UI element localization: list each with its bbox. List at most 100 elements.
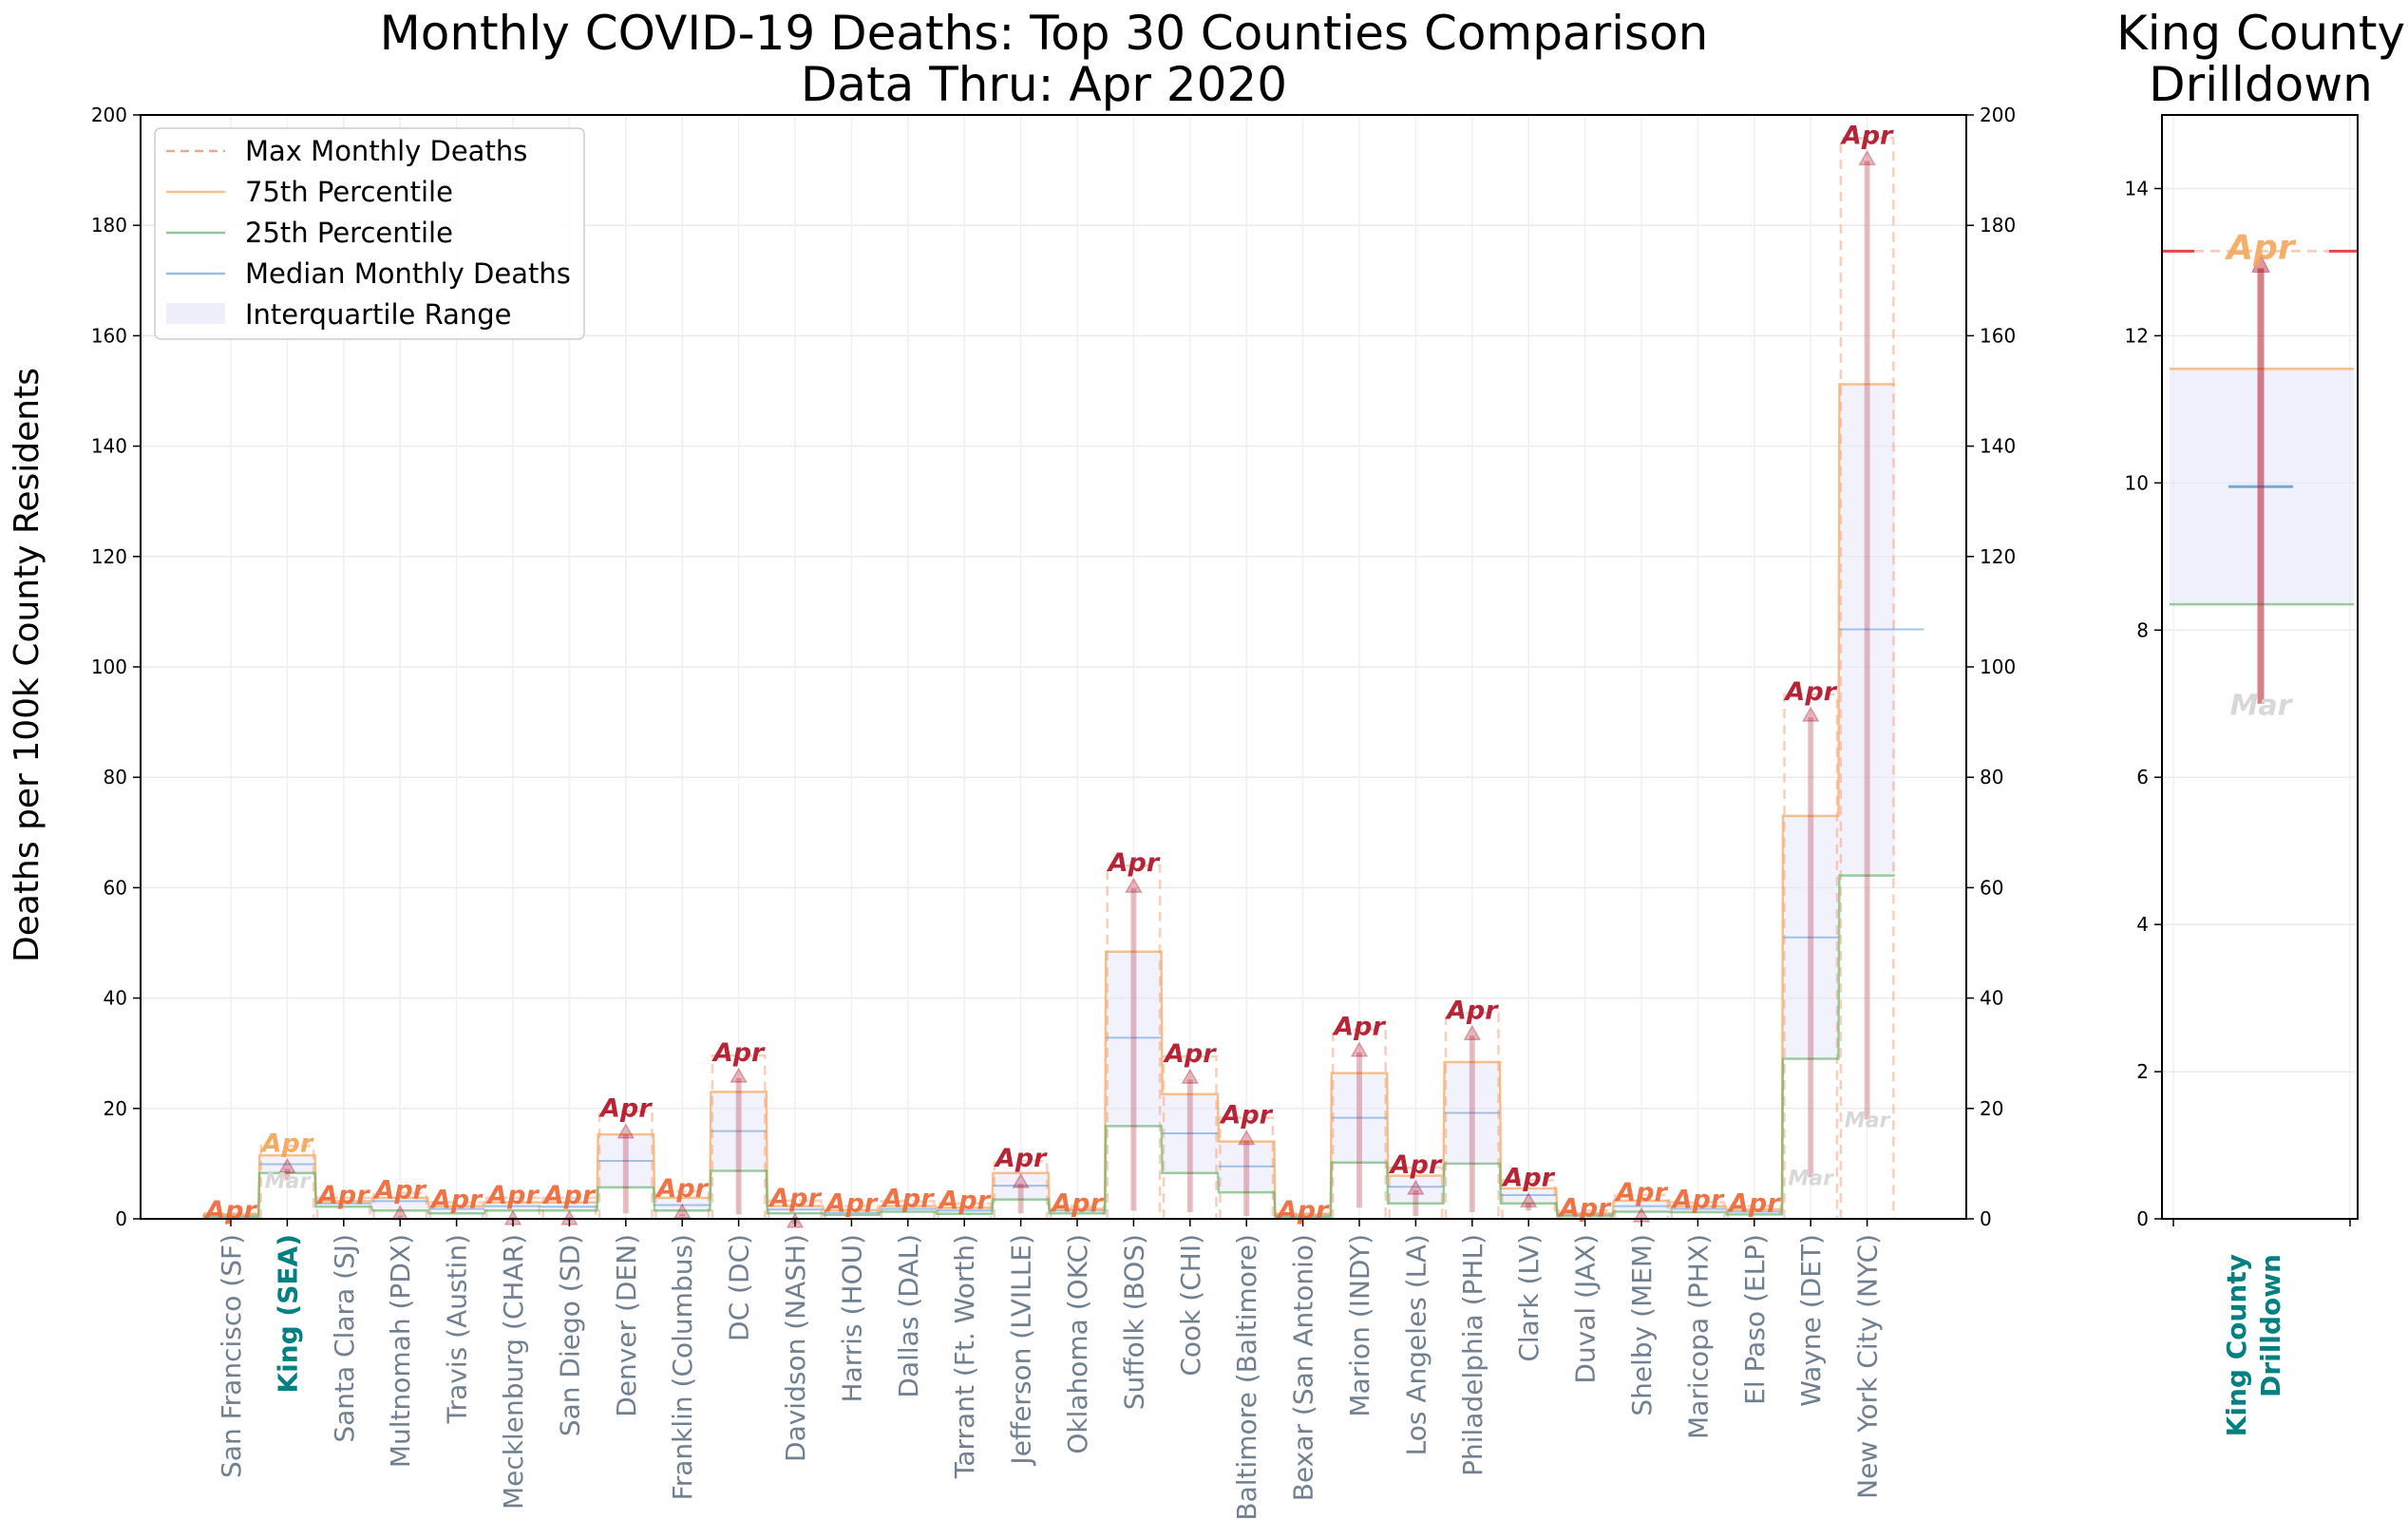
left-ytick-label: 160 xyxy=(91,324,127,347)
drill-ytick-label: 12 xyxy=(2125,324,2149,347)
county-label: New York City (NYC) xyxy=(1852,1234,1884,1499)
apr-label: Apr xyxy=(372,1176,427,1206)
county-label: Denver (DEN) xyxy=(611,1234,642,1417)
apr-label: Apr xyxy=(1163,1039,1217,1069)
apr-arrow-head xyxy=(673,1203,692,1219)
mar-label: Mar xyxy=(1788,1167,1834,1190)
legend-median-label: Median Monthly Deaths xyxy=(245,257,571,290)
apr-arrow-head xyxy=(1181,1068,1200,1084)
right-ytick-label: 180 xyxy=(1980,214,2016,237)
max-bracket xyxy=(880,1200,936,1219)
max-bracket xyxy=(1670,1201,1726,1219)
apr-label: Apr xyxy=(768,1184,822,1213)
apr-arrow-head xyxy=(1350,1041,1369,1057)
county-label: DC (DC) xyxy=(724,1234,755,1341)
county-label: Oklahoma (OKC) xyxy=(1062,1234,1093,1454)
left-ytick-label: 180 xyxy=(91,214,127,237)
county-label: Clark (LV) xyxy=(1513,1234,1545,1362)
max-bracket xyxy=(428,1201,484,1219)
apr-label: Apr xyxy=(485,1181,540,1210)
county-label: Franklin (Columbus) xyxy=(667,1234,698,1500)
county-label: Suffolk (BOS) xyxy=(1118,1234,1149,1410)
legend-max-label: Max Monthly Deaths xyxy=(245,135,527,167)
drill-x-label-line: King County xyxy=(2221,1254,2252,1436)
max-bracket xyxy=(541,1196,597,1219)
county-label: King (SEA) xyxy=(272,1234,303,1394)
county-label: Marion (INDY) xyxy=(1344,1234,1375,1417)
apr-label: Apr xyxy=(1107,848,1161,878)
apr-label: Apr xyxy=(1389,1150,1443,1180)
apr-label: Apr xyxy=(316,1181,370,1210)
legend-iqr-label: Interquartile Range xyxy=(245,298,512,331)
left-ytick-label: 100 xyxy=(91,656,127,678)
right-axes: 0 2 4 6 8 10 12 14 King County Drilldown xyxy=(2125,114,2359,1436)
left-ytick-label: 40 xyxy=(104,987,127,1010)
left-month-arrows xyxy=(278,149,1876,1228)
max-bracket xyxy=(1106,864,1162,1219)
county-label: Dallas (DAL) xyxy=(893,1234,924,1398)
drill-apr-label: Apr xyxy=(2224,228,2297,267)
right-ytick-label: 140 xyxy=(1980,435,2016,458)
mar-label: Mar xyxy=(1845,1109,1891,1132)
max-bracket xyxy=(654,1189,711,1219)
apr-label: Apr xyxy=(937,1187,991,1216)
apr-label: Apr xyxy=(1501,1163,1555,1192)
max-bracket xyxy=(315,1196,371,1219)
right-ytick-label: 200 xyxy=(1980,104,2016,126)
apr-label: Apr xyxy=(1219,1101,1273,1130)
apr-arrow-head xyxy=(1012,1172,1030,1188)
drill-ytick-label: 6 xyxy=(2136,766,2149,788)
max-bracket xyxy=(259,1145,315,1219)
county-label: San Francisco (SF) xyxy=(216,1234,247,1478)
drill-x-label-line: Drilldown xyxy=(2255,1254,2286,1397)
apr-label: Apr xyxy=(1727,1189,1781,1219)
left-x-tick-labels: San Francisco (SF) King (SEA) Santa Clara … xyxy=(216,1234,1884,1521)
max-bracket xyxy=(1219,1116,1275,1219)
legend-iqr-swatch xyxy=(166,303,225,324)
left-axes: 0 0 20 20 40 40 60 60 80 80 100 100 120 120 140 140 160 1… xyxy=(91,104,2016,1230)
apr-label: Apr xyxy=(1840,121,1894,150)
legend-p25-label: 25th Percentile xyxy=(245,217,453,249)
county-label: Maricopa (PHX) xyxy=(1682,1234,1714,1439)
right-ytick-label: 100 xyxy=(1980,656,2016,678)
apr-arrow-head xyxy=(1801,706,1820,722)
county-label: Duval (JAX) xyxy=(1570,1234,1602,1384)
apr-label: Apr xyxy=(1614,1178,1668,1207)
right-ytick-label: 40 xyxy=(1980,987,2003,1010)
p25-step-line xyxy=(202,874,1895,1219)
apr-arrow-head xyxy=(278,1157,296,1174)
apr-label: Apr xyxy=(1050,1189,1104,1219)
left-step-lines xyxy=(202,137,1925,1219)
right-chart-title-line-1: King County xyxy=(2116,6,2405,61)
county-label: Wayne (DET) xyxy=(1795,1234,1827,1407)
county-label: Shelby (MEM) xyxy=(1626,1234,1658,1416)
y-axis-label: Deaths per 100k County Residents xyxy=(8,368,47,962)
right-ytick-label: 60 xyxy=(1980,876,2003,899)
county-label: Santa Clara (SJ) xyxy=(329,1234,360,1443)
apr-label: Apr xyxy=(1332,1013,1386,1042)
county-label: Bexar (San Antonio) xyxy=(1288,1234,1319,1501)
county-label: Los Angeles (LA) xyxy=(1400,1234,1432,1455)
drill-mar-label: Mar xyxy=(2230,690,2294,723)
apr-arrow-head xyxy=(1237,1130,1256,1146)
max-bracket xyxy=(1783,693,1839,1219)
drill-ytick-label: 0 xyxy=(2136,1207,2149,1230)
apr-label: Apr xyxy=(994,1144,1048,1173)
right-ytick-label: 0 xyxy=(1980,1207,1992,1230)
apr-label: Apr xyxy=(1783,677,1837,707)
county-label: El Paso (ELP) xyxy=(1739,1234,1771,1405)
right-ytick-label: 120 xyxy=(1980,545,2016,568)
apr-label: Apr xyxy=(1445,996,1499,1025)
apr-label: Apr xyxy=(881,1184,935,1213)
max-bracket xyxy=(1501,1179,1557,1219)
county-label: Mecklenburg (CHAR) xyxy=(498,1234,529,1510)
apr-arrow-head xyxy=(1407,1179,1425,1195)
left-chart-title-line-2: Data Thru: Apr 2020 xyxy=(801,57,1287,112)
mar-label: Mar xyxy=(265,1169,312,1193)
right-drilldown-plot: Apr Mar xyxy=(2162,228,2358,723)
apr-label: Apr xyxy=(654,1174,709,1204)
apr-label: Apr xyxy=(429,1186,483,1215)
county-label: Baltimore (Baltimore) xyxy=(1231,1234,1262,1521)
apr-arrow-head xyxy=(1125,877,1143,893)
